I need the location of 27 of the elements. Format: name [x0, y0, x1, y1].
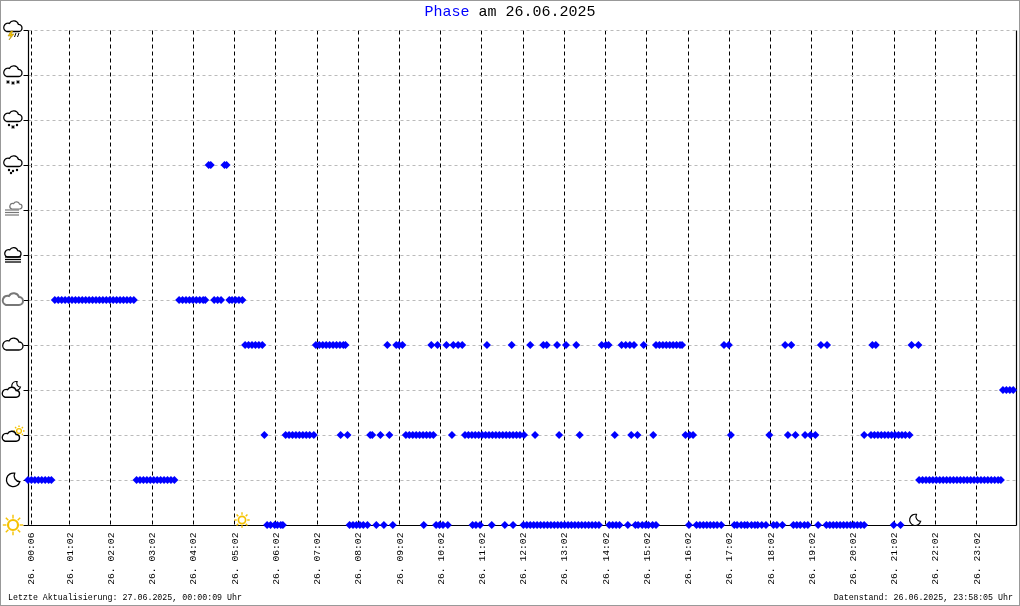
text: Letzte Aktualisierung: 27.06.2025, 00:00:09 Uhr — [8, 593, 243, 603]
x-tick-label: 26. 23:02 — [971, 532, 983, 585]
x-tick-label: 26. 06:02 — [270, 532, 282, 585]
x-tick-label: 26. 01:02 — [64, 532, 76, 585]
x-tick-label: 26. 17:02 — [724, 532, 736, 585]
x-tick-label: 26. 08:02 — [353, 532, 365, 585]
x-tick-label: 26. 12:02 — [518, 532, 530, 585]
x-tick-label: 26. 10:02 — [435, 532, 447, 585]
x-tick-label: 26. 11:02 — [476, 532, 488, 585]
chart-title: Phase am 26.06.2025 — [424, 4, 596, 21]
x-tick-label: 26. 20:02 — [847, 532, 859, 585]
x-tick-label: 26. 09:02 — [394, 532, 406, 585]
x-tick-label: 26. 05:02 — [229, 532, 241, 585]
x-tick-label: 26. 18:02 — [765, 532, 777, 585]
x-tick-label: 26. 13:02 — [559, 532, 571, 585]
text: Datenstand: 26.06.2025, 23:58:05 Uhr — [833, 593, 1013, 603]
x-tick-label: 26. 19:02 — [806, 532, 818, 585]
x-tick-label: 26. 03:02 — [147, 532, 159, 585]
x-tick-label: 26. 04:02 — [188, 532, 200, 585]
x-tick-label: 26. 22:02 — [930, 532, 942, 585]
x-tick-label: 26. 14:02 — [600, 532, 612, 585]
x-tick-label: 26. 00:06 — [26, 532, 38, 585]
x-tick-label: 26. 15:02 — [641, 532, 653, 585]
x-tick-label: 26. 07:02 — [312, 532, 324, 585]
x-tick-label: 26. 21:02 — [889, 532, 901, 585]
x-tick-label: 26. 02:02 — [105, 532, 117, 585]
x-tick-label: 26. 16:02 — [683, 532, 695, 585]
